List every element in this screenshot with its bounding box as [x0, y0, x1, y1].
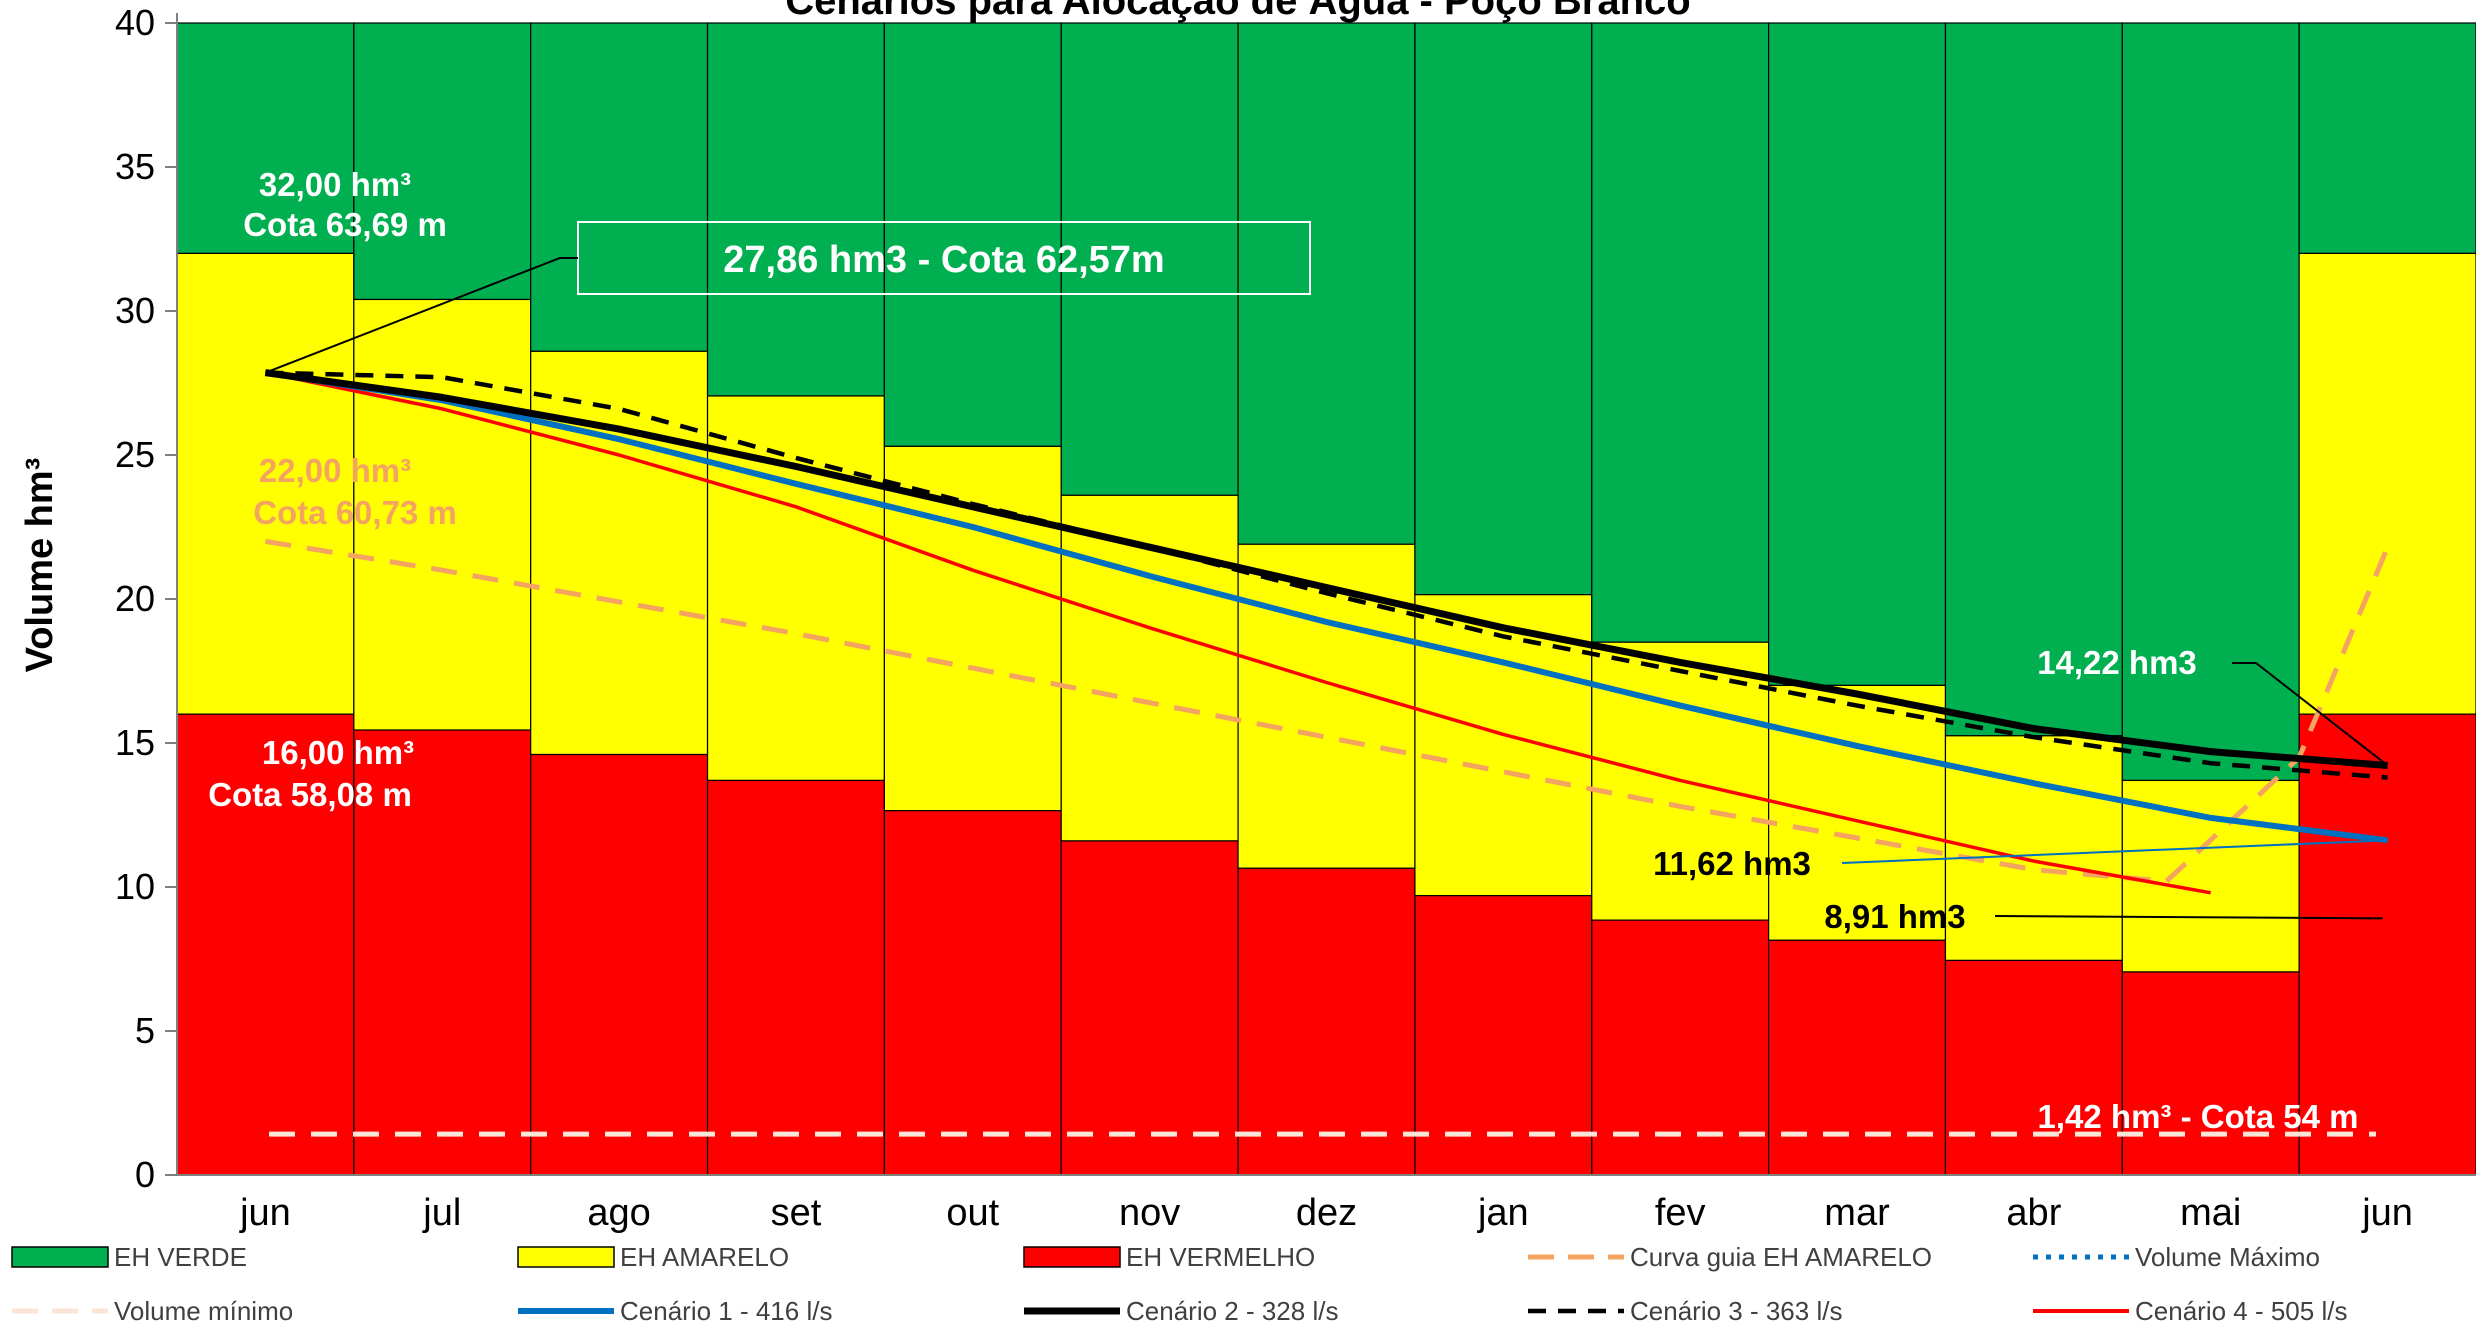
y-tick-label: 35 [115, 146, 155, 187]
y-tick-label: 10 [115, 866, 155, 907]
bar-eh-verde-2 [530, 22, 709, 352]
x-tick-label: jun [239, 1192, 291, 1234]
annotation-text: 14,22 hm3 [2037, 644, 2197, 681]
bar-eh-amarelo-7 [1414, 594, 1593, 897]
bar-eh-vermelho-5 [1060, 840, 1239, 1176]
bar-eh-amarelo-0 [176, 252, 355, 715]
bar-eh-vermelho-10 [1944, 959, 2123, 1176]
bar-eh-verde-4 [883, 22, 1062, 447]
bar-eh-vermelho-4 [883, 810, 1062, 1176]
x-tick-label: jun [2361, 1192, 2413, 1234]
series-line-cen-rio-1-416-l-s [264, 369, 2388, 844]
x-tick-label: jan [1477, 1192, 1529, 1234]
bar-eh-verde-3 [706, 22, 885, 397]
bar-eh-amarelo-9 [1768, 684, 1947, 941]
series-line-cen-rio-2-328-l-s [264, 369, 2388, 769]
bar-eh-verde-8 [1591, 22, 1770, 643]
bar-eh-verde-0 [176, 22, 355, 254]
bar-eh-vermelho-6 [1237, 867, 1416, 1176]
annotation-text: 32,00 hm³ [259, 166, 411, 203]
bar-eh-vermelho-12 [2298, 713, 2476, 1176]
bar-eh-amarelo-12 [2298, 252, 2476, 715]
series-line-cen-rio-3-363-l-s [265, 370, 2388, 780]
bar-eh-verde-12 [2298, 22, 2476, 254]
legend-swatch-eh-verde [11, 1246, 109, 1268]
bar-eh-vermelho-11 [2121, 971, 2300, 1176]
y-tick-label: 25 [115, 434, 155, 475]
bar-eh-verde-6 [1237, 22, 1416, 545]
annotation-text: Cota 58,08 m [208, 776, 412, 813]
bar-eh-amarelo-5 [1060, 494, 1239, 842]
axes: 0 5 10 15 20 25 30 35 40 jun jul ago set out nov dez jan… [115, 2, 2476, 1234]
bar-eh-vermelho-2 [530, 753, 709, 1176]
y-tick-label: 20 [115, 578, 155, 619]
legend-label-eh-vermelho: EH VERMELHO [1126, 1242, 1315, 1272]
annotation-text: 27,86 hm3 - Cota 62,57m [723, 239, 1164, 281]
zone-bars [176, 22, 2476, 1176]
legend: EH VERDE EH AMARELO EH VERMELHO Curva guia … [11, 1242, 2347, 1326]
bar-eh-amarelo-4 [883, 445, 1062, 812]
annotation-text: 1,42 hm³ - Cota 54 m [2038, 1098, 2359, 1135]
leader-line [265, 257, 578, 374]
bar-eh-amarelo-2 [530, 350, 709, 756]
leader-line [1841, 839, 2388, 864]
annotation-text: Cota 63,69 m [243, 206, 447, 243]
x-tick-label: mar [1824, 1192, 1890, 1234]
bar-eh-verde-5 [1060, 22, 1239, 496]
legend-label-cen-rio-3-363-l-s: Cenário 3 - 363 l/s [1630, 1296, 1842, 1326]
x-tick-label: ago [587, 1192, 650, 1234]
x-tick-label: out [946, 1192, 999, 1234]
x-tick-label: jul [422, 1192, 461, 1234]
legend-label-cen-rio-2-328-l-s: Cenário 2 - 328 l/s [1126, 1296, 1338, 1326]
bar-eh-vermelho-3 [706, 779, 885, 1176]
bar-eh-verde-1 [353, 22, 532, 301]
legend-label-volume-m-nimo: Volume mínimo [114, 1296, 293, 1326]
y-tick-label: 30 [115, 290, 155, 331]
legend-label-eh-amarelo: EH AMARELO [620, 1242, 789, 1272]
legend-label-eh-verde: EH VERDE [114, 1242, 247, 1272]
x-tick-label: abr [2006, 1192, 2061, 1234]
bar-eh-verde-10 [1944, 22, 2123, 737]
leader-line [1994, 915, 2383, 920]
x-tick-label: set [771, 1192, 822, 1234]
legend-label-cen-rio-1-416-l-s: Cenário 1 - 416 l/s [620, 1296, 832, 1326]
bar-eh-verde-11 [2121, 22, 2300, 782]
bar-eh-verde-9 [1768, 22, 1947, 687]
leader-line [2232, 662, 2389, 767]
bar-eh-vermelho-9 [1768, 939, 1947, 1176]
x-tick-label: fev [1655, 1192, 1706, 1234]
series-lines [264, 369, 2390, 1137]
y-axis-label: Volume hm³ [19, 458, 61, 673]
series-line-cen-rio-4-505-l-s [265, 370, 2212, 895]
bar-eh-vermelho-8 [1591, 919, 1770, 1176]
legend-swatch-eh-amarelo [517, 1246, 615, 1268]
y-tick-label: 5 [135, 1010, 155, 1051]
y-tick-label: 15 [115, 722, 155, 763]
annotation-text: Cota 60,73 m [253, 494, 457, 531]
annotation-text: 11,62 hm3 [1653, 845, 1811, 882]
legend-label-curva-guia-eh-amarelo: Curva guia EH AMARELO [1630, 1242, 1932, 1272]
annotation-text: 16,00 hm³ [262, 734, 414, 771]
bar-eh-amarelo-1 [353, 298, 532, 731]
annotation-text: 22,00 hm³ [259, 452, 411, 489]
y-tick-label: 40 [115, 2, 155, 43]
chart-title: Cenários para Alocação de Água - Poço Br… [785, 0, 1690, 23]
bar-eh-verde-7 [1414, 22, 1593, 596]
legend-label-cen-rio-4-505-l-s: Cenário 4 - 505 l/s [2135, 1296, 2347, 1326]
y-tick-label: 0 [135, 1154, 155, 1195]
x-tick-label: nov [1119, 1192, 1180, 1234]
x-tick-label: dez [1296, 1192, 1357, 1234]
legend-swatch-eh-vermelho [1023, 1246, 1121, 1268]
x-tick-label: mai [2180, 1192, 2241, 1234]
bar-eh-amarelo-11 [2121, 779, 2300, 973]
bar-eh-vermelho-0 [176, 713, 355, 1176]
bar-eh-vermelho-1 [353, 729, 532, 1176]
legend-label-volume-m-ximo: Volume Máximo [2135, 1242, 2320, 1272]
annotation-text: 8,91 hm3 [1824, 898, 1965, 935]
